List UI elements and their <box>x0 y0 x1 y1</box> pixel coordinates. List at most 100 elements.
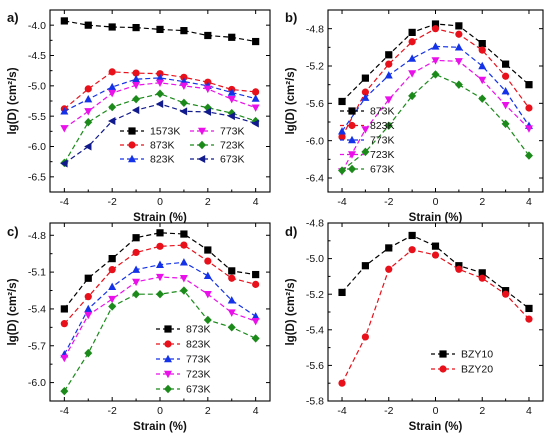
y-tick-label: -5.2 <box>306 61 324 73</box>
series-823K <box>60 241 260 328</box>
legend-marker <box>197 155 206 163</box>
data-point <box>203 107 212 116</box>
y-axis-label: lg(D) (cm²/s) <box>7 67 19 134</box>
y-tick-label: -5.7 <box>28 340 46 352</box>
series-1573K <box>60 17 260 46</box>
legend: 873K 823K 773K 723K 673K <box>340 106 395 176</box>
data-point <box>108 255 116 263</box>
data-point <box>361 88 369 96</box>
legend-marker <box>439 365 447 373</box>
data-point <box>156 89 164 98</box>
data-point <box>455 265 463 273</box>
y-tick-label: -6.0 <box>28 141 46 153</box>
data-point <box>385 51 393 59</box>
data-point <box>478 274 486 282</box>
data-point <box>203 271 212 279</box>
data-point <box>84 108 93 116</box>
data-point <box>228 274 236 282</box>
data-point <box>227 323 236 332</box>
legend-label: 723K <box>186 369 211 381</box>
legend-marker <box>128 127 136 135</box>
data-point <box>502 60 510 68</box>
data-point <box>478 40 486 48</box>
data-point <box>84 85 92 93</box>
data-point <box>180 241 188 249</box>
data-point <box>408 38 416 46</box>
data-point <box>108 89 117 98</box>
legend-marker <box>164 370 172 379</box>
y-axis-label: lg(D) (cm²/s) <box>285 67 297 134</box>
data-point <box>385 244 393 252</box>
y-tick-label: -4.0 <box>28 20 46 32</box>
data-point <box>228 267 236 275</box>
y-tick-label: -5.0 <box>28 80 46 92</box>
data-point <box>454 80 463 89</box>
data-point <box>227 95 236 104</box>
x-tick-label: 0 <box>433 196 439 208</box>
data-point <box>131 106 140 115</box>
data-point <box>60 320 68 328</box>
y-tick-label: -5.1 <box>28 267 46 279</box>
y-tick-label: -5.5 <box>28 111 46 123</box>
data-point <box>408 231 416 240</box>
x-tick-label: 4 <box>253 405 259 417</box>
y-tick-label: -5.2 <box>306 289 324 301</box>
series-873K <box>338 20 533 106</box>
data-point <box>431 251 440 259</box>
data-point <box>60 305 68 313</box>
x-tick-label: -4 <box>60 405 69 417</box>
series-773K <box>338 42 533 135</box>
data-point <box>478 61 487 70</box>
data-point <box>84 21 92 29</box>
data-point <box>84 118 93 127</box>
legend: BZY10 BZY20 <box>431 349 493 376</box>
legend-marker <box>348 107 356 115</box>
legend: 873K 823K 773K 723K 673K <box>156 324 211 396</box>
series-line <box>63 289 256 392</box>
data-point <box>251 334 260 343</box>
data-point <box>108 266 116 274</box>
y-tick-label: -4.5 <box>28 50 46 62</box>
x-tick-label: 4 <box>526 196 532 208</box>
panel-label: b) <box>285 10 297 25</box>
data-point <box>454 58 463 66</box>
series-line <box>63 93 256 164</box>
x-tick-label: 2 <box>205 405 211 417</box>
data-point <box>431 42 440 50</box>
legend-label: 873K <box>186 324 211 336</box>
chart-panel-4: -4 -2 0 2 4 -4.8 -5.0 -5.2 -5.4 -5.6 -5.8 Strain (%… <box>285 218 544 433</box>
data-point <box>338 127 347 135</box>
data-point <box>385 60 393 68</box>
data-point <box>180 73 188 81</box>
legend-marker <box>348 164 356 174</box>
data-point <box>384 121 393 130</box>
series-673K <box>60 286 260 396</box>
data-point <box>132 278 141 287</box>
y-tick-label: -6.5 <box>28 171 46 183</box>
data-point <box>252 37 260 46</box>
chart-panel-3: -4 -2 0 2 4 -4.8 -5.1 -5.4 -5.7 -6.0 Strain (%) lg(… <box>7 222 271 433</box>
data-point <box>180 230 188 238</box>
x-axis-label: Strain (%) <box>409 421 463 433</box>
data-point <box>156 70 164 78</box>
legend: 1573K 873K 823K 773K 723K 673K <box>120 126 245 166</box>
legend-label: 773K <box>220 126 245 138</box>
x-tick-label: -4 <box>337 405 346 417</box>
data-point <box>338 288 346 297</box>
x-tick-label: 4 <box>253 196 259 208</box>
data-point <box>156 290 164 299</box>
data-point <box>384 71 393 79</box>
legend-marker <box>164 384 172 394</box>
data-point <box>408 91 417 101</box>
data-point <box>408 28 416 36</box>
data-point <box>478 94 487 103</box>
data-point <box>84 348 93 358</box>
legend-marker <box>348 121 356 130</box>
data-point <box>84 94 93 103</box>
data-point <box>204 31 212 40</box>
data-point <box>455 30 463 38</box>
data-point <box>156 260 164 268</box>
data-point <box>338 379 346 387</box>
series-line <box>63 276 256 359</box>
data-point <box>431 25 440 33</box>
